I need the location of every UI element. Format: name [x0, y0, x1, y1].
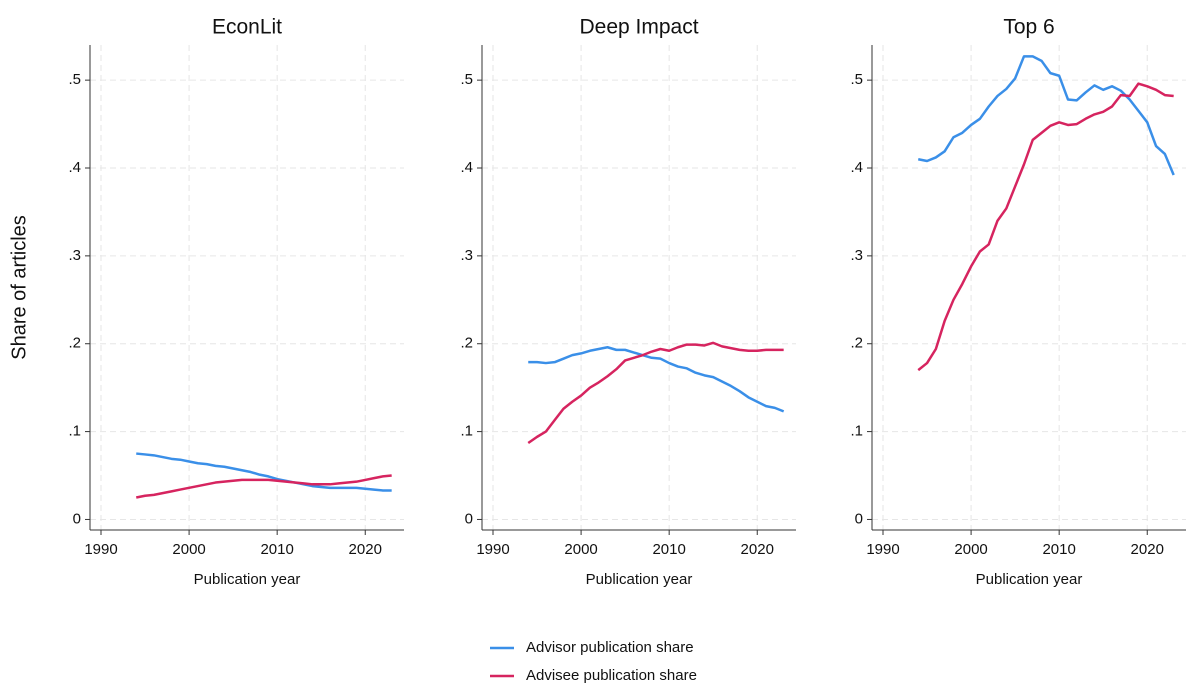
y-tick-label: .3 — [850, 247, 863, 264]
series-line: Advisor publication share — [136, 452, 392, 492]
y-tick-label: .5 — [68, 71, 81, 88]
x-tick-label: 2000 — [564, 541, 597, 558]
x-tick-label: 1990 — [866, 541, 899, 558]
x-tick-label: 2010 — [652, 541, 685, 558]
x-tick-label: 2020 — [741, 541, 774, 558]
y-tick-label: 0 — [855, 510, 863, 527]
y-tick-label: 0 — [465, 510, 473, 527]
y-tick-label: .1 — [68, 423, 81, 440]
series-line: Advisee publication share — [135, 474, 392, 499]
legend-label: Advisee publication share — [526, 667, 697, 684]
x-axis-label: Publication year — [586, 571, 693, 588]
y-tick-label: .2 — [68, 335, 81, 352]
x-tick-label: 2000 — [172, 541, 205, 558]
x-tick-label: 2020 — [1131, 541, 1164, 558]
y-tick-label: .5 — [850, 71, 863, 88]
x-tick-label: 2020 — [349, 541, 382, 558]
y-tick-label: .4 — [850, 159, 863, 176]
series-line: Advisor publication share — [528, 346, 785, 413]
series-line: Advisor publication share — [917, 55, 1175, 176]
y-tick-label: .4 — [460, 159, 473, 176]
x-axis-label: Publication year — [194, 571, 301, 588]
y-tick-label: .1 — [460, 423, 473, 440]
y-tick-label: .3 — [460, 247, 473, 264]
x-axis-label: Publication year — [976, 571, 1083, 588]
legend-label: Advisor publication share — [526, 639, 694, 656]
panel-title: Deep Impact — [579, 16, 698, 39]
y-tick-label: .1 — [850, 423, 863, 440]
panel-title: Top 6 — [1003, 16, 1054, 39]
y-tick-label: .5 — [460, 71, 473, 88]
y-tick-label: .3 — [68, 247, 81, 264]
y-tick-label: .2 — [460, 335, 473, 352]
x-tick-label: 2010 — [260, 541, 293, 558]
y-tick-label: .2 — [850, 335, 863, 352]
series-line: Advisee publication share — [917, 82, 1174, 372]
x-tick-label: 2010 — [1042, 541, 1075, 558]
series-line: Advisee publication share — [527, 341, 784, 445]
x-tick-label: 1990 — [476, 541, 509, 558]
x-tick-label: 2000 — [954, 541, 987, 558]
y-tick-label: 0 — [73, 510, 81, 527]
panel-title: EconLit — [212, 16, 282, 39]
x-tick-label: 1990 — [84, 541, 117, 558]
y-tick-label: .4 — [68, 159, 81, 176]
y-axis-label: Share of articles — [8, 215, 30, 360]
